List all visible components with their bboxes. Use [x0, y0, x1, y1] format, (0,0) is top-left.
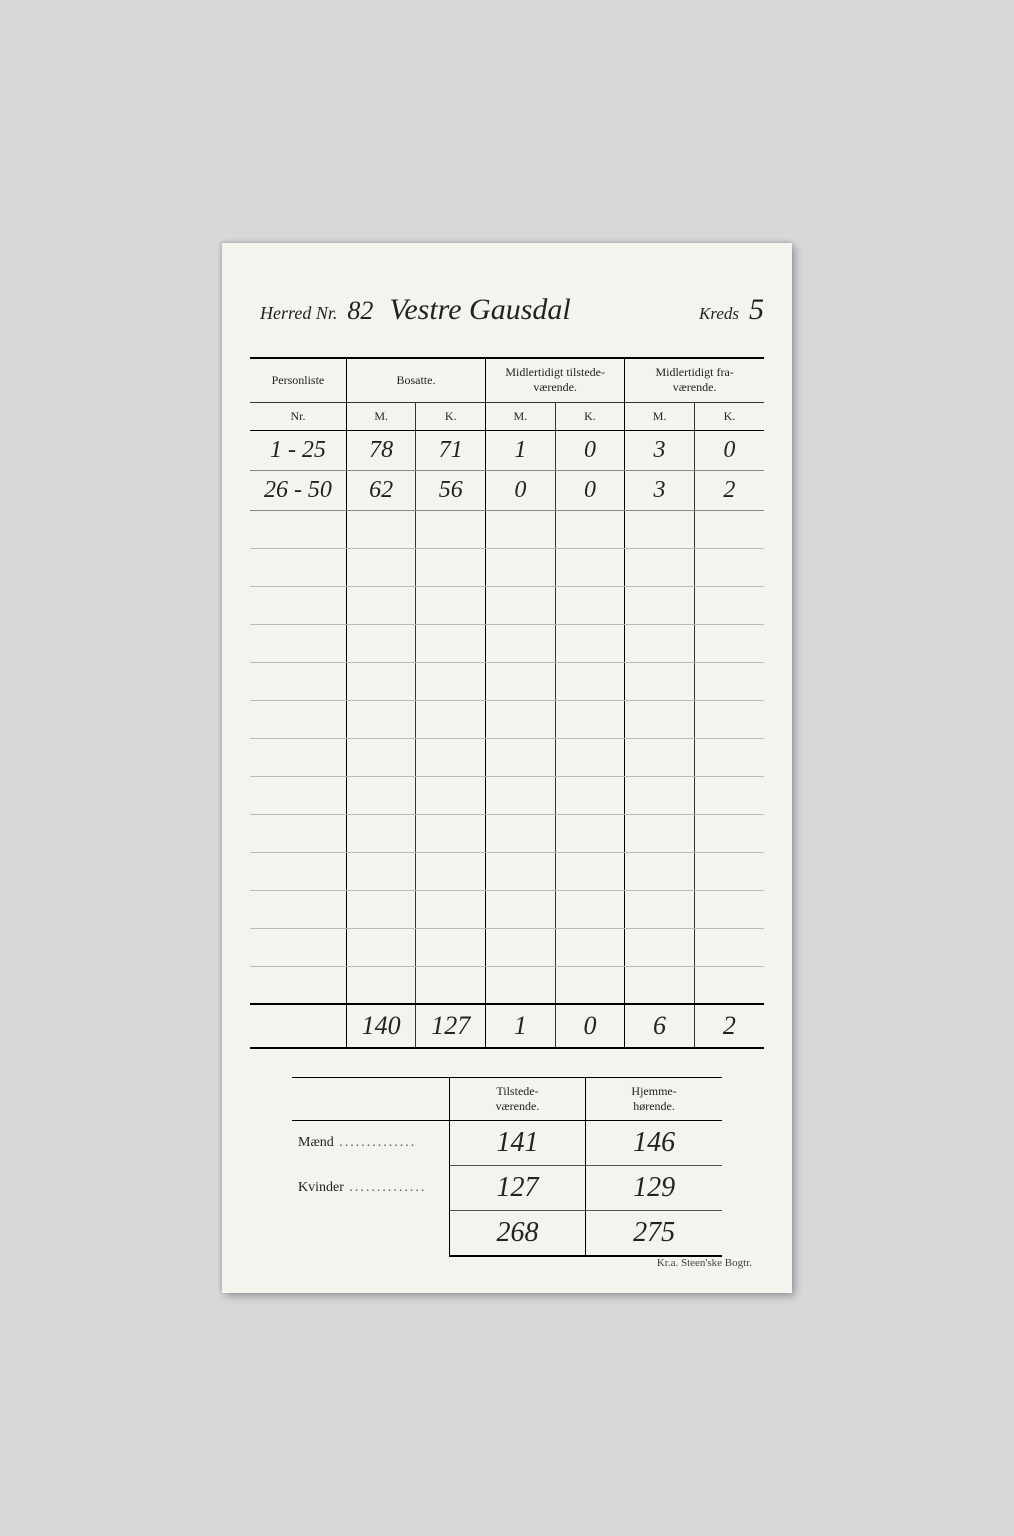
table-row — [250, 852, 764, 890]
col-personliste: Personliste — [250, 358, 346, 402]
summary-m-hjemme: 146 — [586, 1121, 722, 1166]
table-row — [250, 966, 764, 1004]
cell-til-m: 0 — [486, 470, 556, 510]
table-row — [250, 814, 764, 852]
sub-fra-m: M. — [625, 402, 695, 430]
table-row — [250, 586, 764, 624]
totals-til-k: 0 — [555, 1004, 625, 1048]
table-row — [250, 662, 764, 700]
totals-bos-k: 127 — [416, 1004, 486, 1048]
totals-nr — [250, 1004, 346, 1048]
totals-til-m: 1 — [486, 1004, 556, 1048]
table-row — [250, 624, 764, 662]
herred-label: Herred Nr. — [260, 303, 337, 324]
totals-fra-k: 2 — [694, 1004, 764, 1048]
kreds-label: Kreds — [699, 304, 739, 324]
summary-total-tilstede: 268 — [449, 1211, 585, 1257]
summary-total-label — [292, 1211, 449, 1257]
cell-til-m: 1 — [486, 430, 556, 470]
population-table: Personliste Bosatte. Midlertidigt tilste… — [250, 357, 764, 1049]
table-body: 1 - 25 78 71 1 0 3 0 26 - 50 62 56 0 0 3… — [250, 430, 764, 1048]
cell-fra-m: 3 — [625, 470, 695, 510]
sub-til-k: K. — [555, 402, 625, 430]
summary-total-row: 268 275 — [292, 1211, 722, 1257]
table-row — [250, 776, 764, 814]
summary-k-tilstede: 127 — [449, 1166, 585, 1211]
col-midl-fra: Midlertidigt fra- værende. — [625, 358, 764, 402]
summary-k-hjemme: 129 — [586, 1166, 722, 1211]
col-bosatte: Bosatte. — [346, 358, 485, 402]
printer-credit: Kr.a. Steen'ske Bogtr. — [657, 1257, 752, 1269]
summary-total-hjemme: 275 — [586, 1211, 722, 1257]
summary-row: Mænd 141 146 — [292, 1121, 722, 1166]
cell-bos-m: 78 — [346, 430, 416, 470]
sub-nr: Nr. — [250, 402, 346, 430]
table-row — [250, 738, 764, 776]
table-row — [250, 890, 764, 928]
summary-label-m: Mænd — [298, 1135, 416, 1150]
table-row: 26 - 50 62 56 0 0 3 2 — [250, 470, 764, 510]
summary-m-tilstede: 141 — [449, 1121, 585, 1166]
cell-nr: 26 - 50 — [250, 470, 346, 510]
sub-bos-m: M. — [346, 402, 416, 430]
cell-nr: 1 - 25 — [250, 430, 346, 470]
table-row — [250, 700, 764, 738]
cell-bos-m: 62 — [346, 470, 416, 510]
cell-fra-k: 0 — [694, 430, 764, 470]
summary-table: Tilstede- værende. Hjemme- hørende. Mænd… — [292, 1077, 722, 1257]
totals-row: 140 127 1 0 6 2 — [250, 1004, 764, 1048]
totals-bos-m: 140 — [346, 1004, 416, 1048]
summary-col-hjemme: Hjemme- hørende. — [586, 1078, 722, 1121]
summary-col-tilstede: Tilstede- værende. — [449, 1078, 585, 1121]
cell-fra-k: 2 — [694, 470, 764, 510]
sub-bos-k: K. — [416, 402, 486, 430]
cell-fra-m: 3 — [625, 430, 695, 470]
cell-bos-k: 71 — [416, 430, 486, 470]
sub-fra-k: K. — [694, 402, 764, 430]
totals-fra-m: 6 — [625, 1004, 695, 1048]
cell-til-k: 0 — [555, 470, 625, 510]
title-row: Herred Nr. 82 Vestre Gausdal Kreds 5 — [250, 293, 764, 327]
col-midl-tilstede: Midlertidigt tilstede- værende. — [486, 358, 625, 402]
table-row — [250, 928, 764, 966]
cell-til-k: 0 — [555, 430, 625, 470]
summary-blank-header — [292, 1078, 449, 1121]
summary-row: Kvinder 127 129 — [292, 1166, 722, 1211]
census-form-page: Herred Nr. 82 Vestre Gausdal Kreds 5 Per… — [222, 243, 792, 1293]
table-row — [250, 548, 764, 586]
sub-til-m: M. — [486, 402, 556, 430]
summary-label-k: Kvinder — [298, 1180, 426, 1195]
table-row: 1 - 25 78 71 1 0 3 0 — [250, 430, 764, 470]
cell-bos-k: 56 — [416, 470, 486, 510]
kreds-number: 5 — [745, 293, 764, 327]
herred-name: Vestre Gausdal — [383, 293, 693, 327]
herred-number: 82 — [343, 296, 377, 326]
table-row — [250, 510, 764, 548]
